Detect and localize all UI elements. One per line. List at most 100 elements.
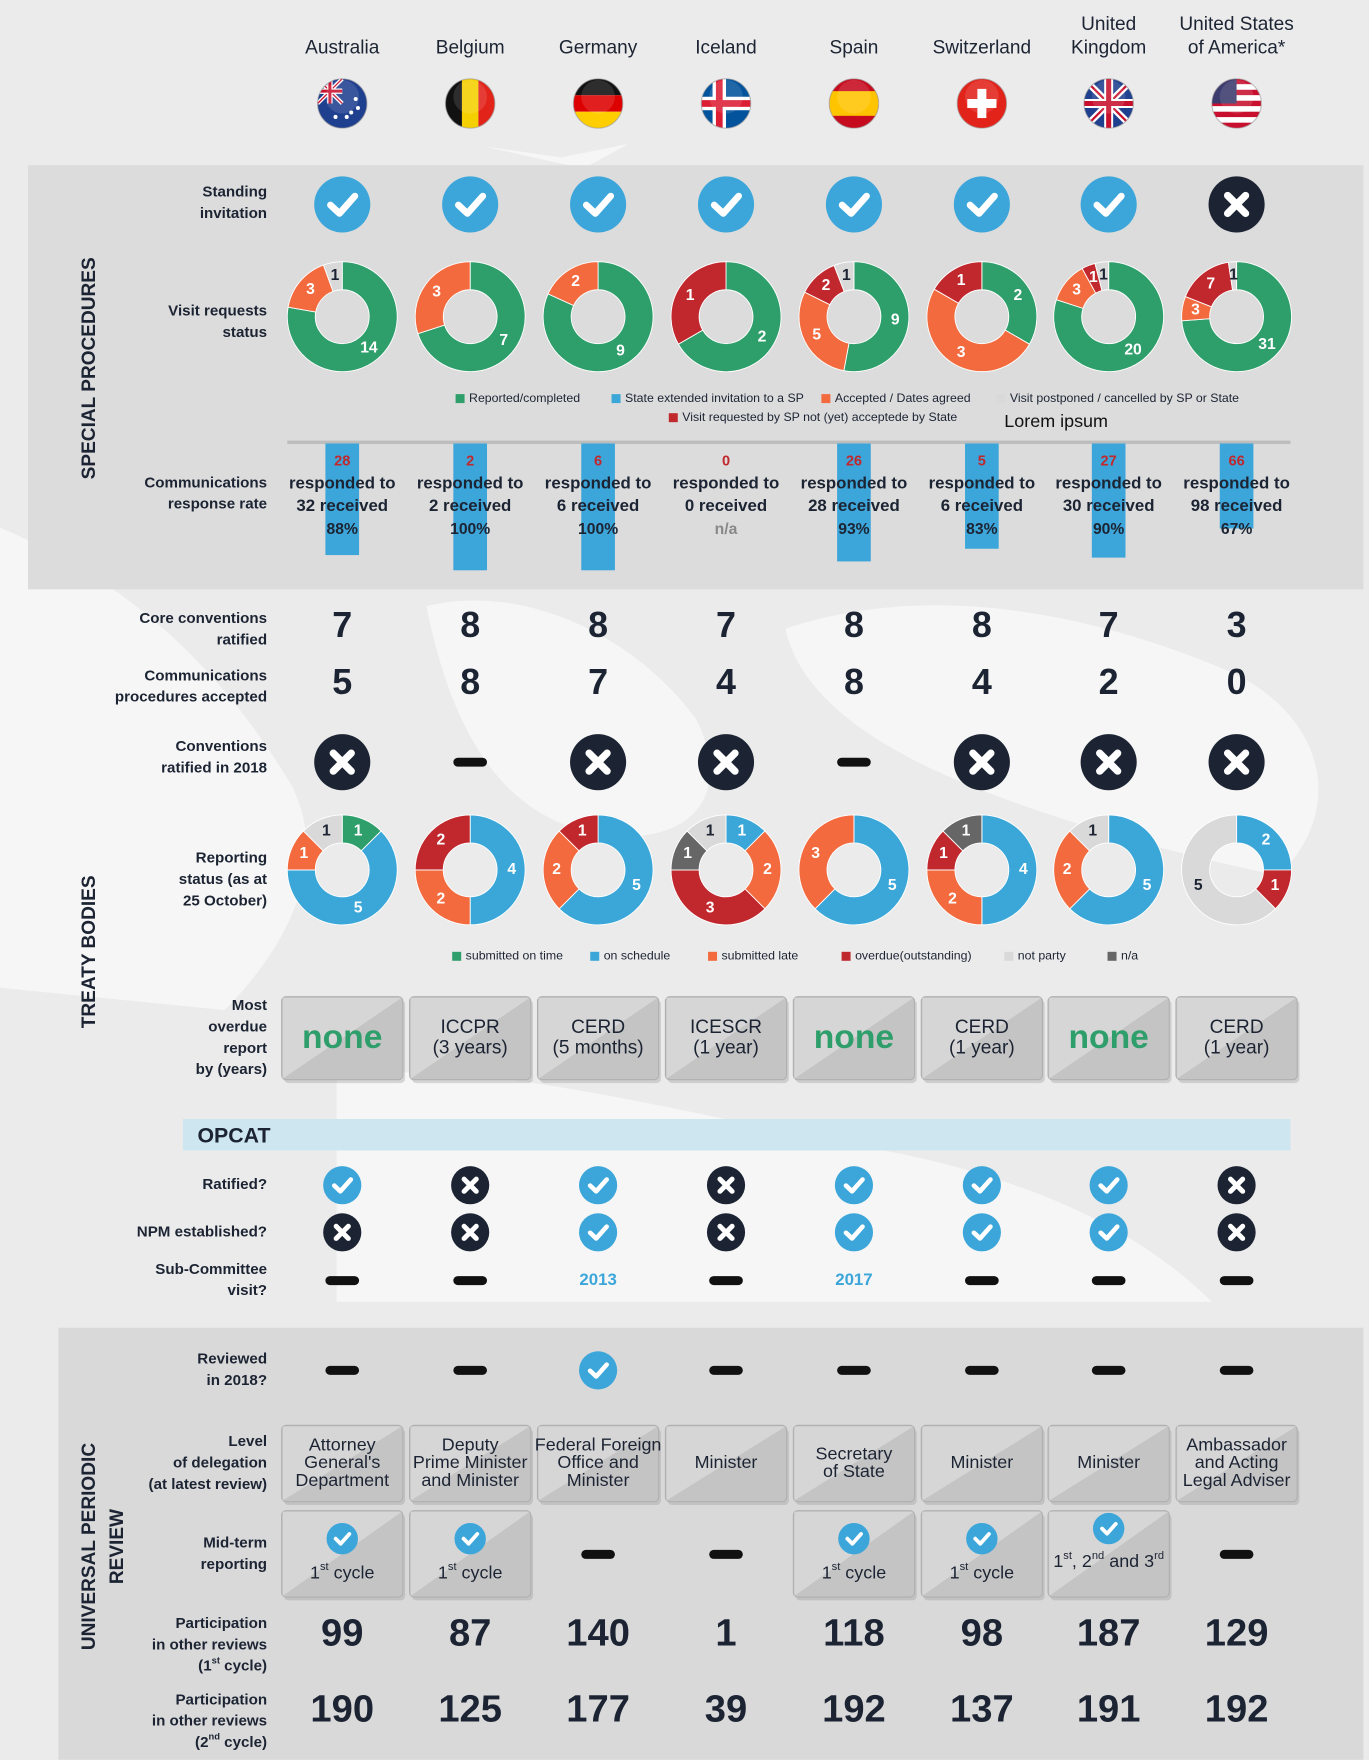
flag-rim <box>956 78 1008 129</box>
row-label: of delegation <box>173 1455 267 1472</box>
check-circle <box>579 1166 618 1205</box>
flag-part <box>573 95 623 112</box>
donut-label: 1 <box>683 845 692 862</box>
donut-label: 1 <box>957 272 966 289</box>
number-value: 2 <box>1099 662 1119 702</box>
rate-label: 100% <box>450 521 490 538</box>
number-value: 4 <box>716 662 736 702</box>
status-icon <box>1080 734 1137 791</box>
legend-label: Reported/completed <box>469 391 580 405</box>
donut-label: 31 <box>1258 336 1276 353</box>
flag-gloss <box>581 79 615 114</box>
status-icon <box>453 1276 488 1286</box>
status-icon <box>697 734 755 791</box>
rate-bar <box>581 443 615 571</box>
check-circle <box>579 1213 618 1252</box>
flag-rim <box>828 78 880 129</box>
cross-mark <box>333 1223 351 1241</box>
row-label: report <box>223 1040 267 1057</box>
donut-label: 3 <box>1072 281 1081 298</box>
legend-label: not party <box>1018 949 1067 963</box>
special-procedures-panel <box>28 165 1364 590</box>
status-icon <box>323 1213 362 1252</box>
dash <box>1091 1365 1126 1375</box>
responded-count: 5 <box>978 453 986 469</box>
donut-segment <box>469 814 526 926</box>
dash <box>709 1549 743 1559</box>
check-circle <box>1089 1166 1128 1205</box>
delegation-text: General's <box>304 1452 380 1472</box>
donut-segment <box>1069 814 1110 852</box>
opcat-title: OPCAT <box>197 1124 270 1148</box>
text-segment: rd <box>1154 1550 1164 1562</box>
dash <box>709 1276 743 1286</box>
check-mark <box>845 1532 863 1546</box>
check-circle <box>442 176 499 233</box>
check-mark <box>455 192 487 217</box>
check-mark <box>843 1177 865 1194</box>
number-value: 192 <box>822 1688 886 1731</box>
status-icon <box>325 1365 360 1375</box>
status-icon <box>570 734 627 791</box>
check-mark <box>843 1224 865 1241</box>
status-icon <box>1208 176 1265 233</box>
flag-star <box>333 114 338 119</box>
check-circle <box>1092 1512 1125 1545</box>
country-name: Germany <box>559 38 638 59</box>
flag <box>1083 78 1134 129</box>
row-label: overdue <box>208 1019 267 1036</box>
donut-label: 14 <box>360 340 378 357</box>
status-icon <box>953 176 1010 233</box>
rate-label: 93% <box>838 521 869 538</box>
status-icon <box>709 1549 743 1559</box>
rate-bar <box>453 443 488 571</box>
donut-label: 1 <box>322 823 331 840</box>
midterm-check <box>966 1522 998 1555</box>
donut-label: 1 <box>578 823 587 840</box>
status-icon <box>1208 734 1265 791</box>
donut-segment <box>302 814 343 852</box>
rate-label: 88% <box>327 521 358 538</box>
country-name: United States <box>1179 14 1293 35</box>
responded-count: 26 <box>846 453 862 469</box>
flag-part <box>715 78 723 129</box>
donut-segment <box>547 261 599 307</box>
flag-part <box>1211 117 1262 123</box>
cross-mark <box>717 1176 735 1194</box>
flag-rim <box>444 78 496 129</box>
country-name: United <box>1081 14 1136 35</box>
status-icon <box>579 1351 618 1390</box>
legend-swatch <box>611 394 621 404</box>
text-segment: st <box>960 1561 970 1573</box>
cross-mark <box>461 1176 479 1194</box>
row-label: Ratified? <box>202 1176 267 1193</box>
midterm-check <box>1092 1512 1125 1545</box>
status-icon <box>570 176 627 233</box>
donut-label: 5 <box>632 877 641 894</box>
box-shine <box>794 997 914 1079</box>
number-value: 8 <box>972 605 992 645</box>
rate-bar <box>1091 443 1126 558</box>
status-icon <box>706 1213 746 1252</box>
overdue-text: CERD <box>1210 1017 1264 1038</box>
donut-segment <box>286 830 398 926</box>
row-label: Sub-Committee <box>155 1261 267 1278</box>
flag-part <box>445 78 462 129</box>
dash <box>1219 1549 1254 1559</box>
legend-swatch <box>455 394 465 404</box>
check-mark <box>327 192 359 217</box>
donut-label: 5 <box>1143 877 1152 894</box>
dash <box>453 757 488 767</box>
check-circle <box>834 1213 874 1252</box>
donut-segment <box>981 261 1038 345</box>
status-icon <box>1080 176 1137 233</box>
box-shine <box>538 997 658 1079</box>
donut-label: 1 <box>1089 269 1098 286</box>
text-segment: st <box>832 1561 842 1573</box>
number-value: 129 <box>1205 1611 1269 1654</box>
legend-swatch <box>708 951 718 961</box>
donut-segment <box>686 814 727 852</box>
cross-mark <box>1223 749 1250 775</box>
legend-swatch <box>590 951 600 961</box>
